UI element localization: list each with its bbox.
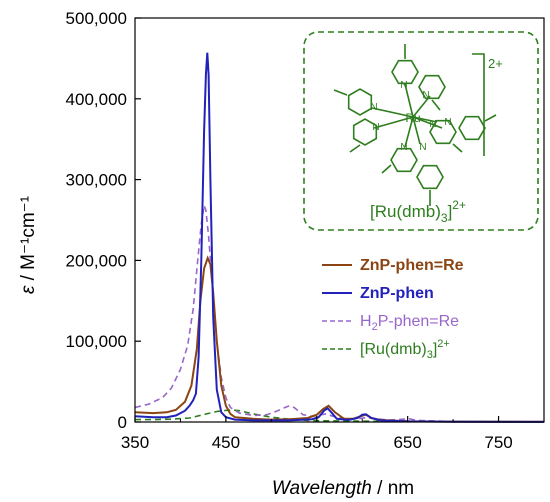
- x-tick-label: 350: [121, 433, 149, 452]
- series-line-3: [135, 409, 545, 423]
- methyl-bond: [431, 99, 441, 111]
- n-atom-label: N: [400, 142, 407, 153]
- legend-label: ZnP-phen: [360, 285, 434, 302]
- methyl-bond: [452, 143, 463, 153]
- y-tick-label: 100,000: [66, 332, 127, 351]
- inset-box: [303, 31, 539, 231]
- y-tick-label: 200,000: [66, 251, 127, 270]
- x-axis-label: Wavelength / nm: [272, 478, 414, 499]
- methyl-bond: [333, 89, 348, 96]
- coordination-bond: [412, 116, 421, 145]
- methyl-bond: [484, 114, 497, 122]
- legend: ZnP-phen=Re ZnP-phen H2P-phen=Re [Ru(dmb)3]…: [322, 257, 464, 361]
- series-line-1: [134, 52, 545, 423]
- legend-label: ZnP-phen=Re: [360, 257, 464, 274]
- y-axis-label: ε / M⁻¹cm⁻¹: [18, 196, 39, 294]
- pyridine-ring: [352, 118, 378, 146]
- y-tick-label: 500,000: [66, 9, 127, 28]
- coordination-bond: [412, 116, 443, 129]
- methyl-bond: [381, 164, 392, 174]
- coordination-bond: [373, 116, 414, 129]
- n-atom-label: N: [419, 142, 426, 153]
- y-tick-label: 0: [118, 413, 127, 432]
- n-atom-label: N: [372, 122, 379, 133]
- coordination-bond: [371, 107, 414, 118]
- pyridine-ring: [458, 115, 486, 141]
- coordination-bond: [412, 95, 431, 118]
- pyridine-ring: [391, 59, 419, 85]
- inset-compound-label: [Ru(dmb)3]2+: [370, 198, 466, 225]
- y-tick-label: 400,000: [66, 90, 127, 109]
- n-atom-label: N: [422, 90, 429, 101]
- pyridine-ring: [416, 164, 444, 190]
- legend-label: [Ru(dmb)3]2+: [360, 338, 450, 361]
- pyridine-ring: [429, 119, 457, 145]
- coordination-bond: [404, 116, 414, 148]
- ru-atom-label: Ru: [405, 111, 420, 125]
- n-atom-label: N: [400, 80, 407, 91]
- series-layer: [134, 52, 545, 423]
- x-tick-label: 450: [212, 433, 240, 452]
- pyridine-ring: [347, 88, 373, 116]
- plot-frame: [134, 17, 545, 423]
- x-tick-label: 650: [393, 433, 421, 452]
- coordination-bond: [404, 83, 414, 118]
- x-tick-label: 550: [303, 433, 331, 452]
- pyridine-ring: [418, 74, 446, 100]
- pyridine-ring: [390, 147, 418, 173]
- tick-layer: 350 450 550 650 750 0 100,000 200,000 300,000 400…: [66, 9, 513, 452]
- charge-bracket: [472, 53, 485, 156]
- inset-charge-label: 2+: [488, 56, 503, 71]
- legend-label: H2P-phen=Re: [360, 313, 459, 333]
- n-atom-label: N: [429, 119, 436, 130]
- x-tick-label: 750: [484, 433, 512, 452]
- methyl-bond: [349, 144, 361, 153]
- y-tick-label: 300,000: [66, 171, 127, 190]
- n-atom-label: N: [444, 117, 451, 128]
- n-atom-label: N: [370, 102, 377, 113]
